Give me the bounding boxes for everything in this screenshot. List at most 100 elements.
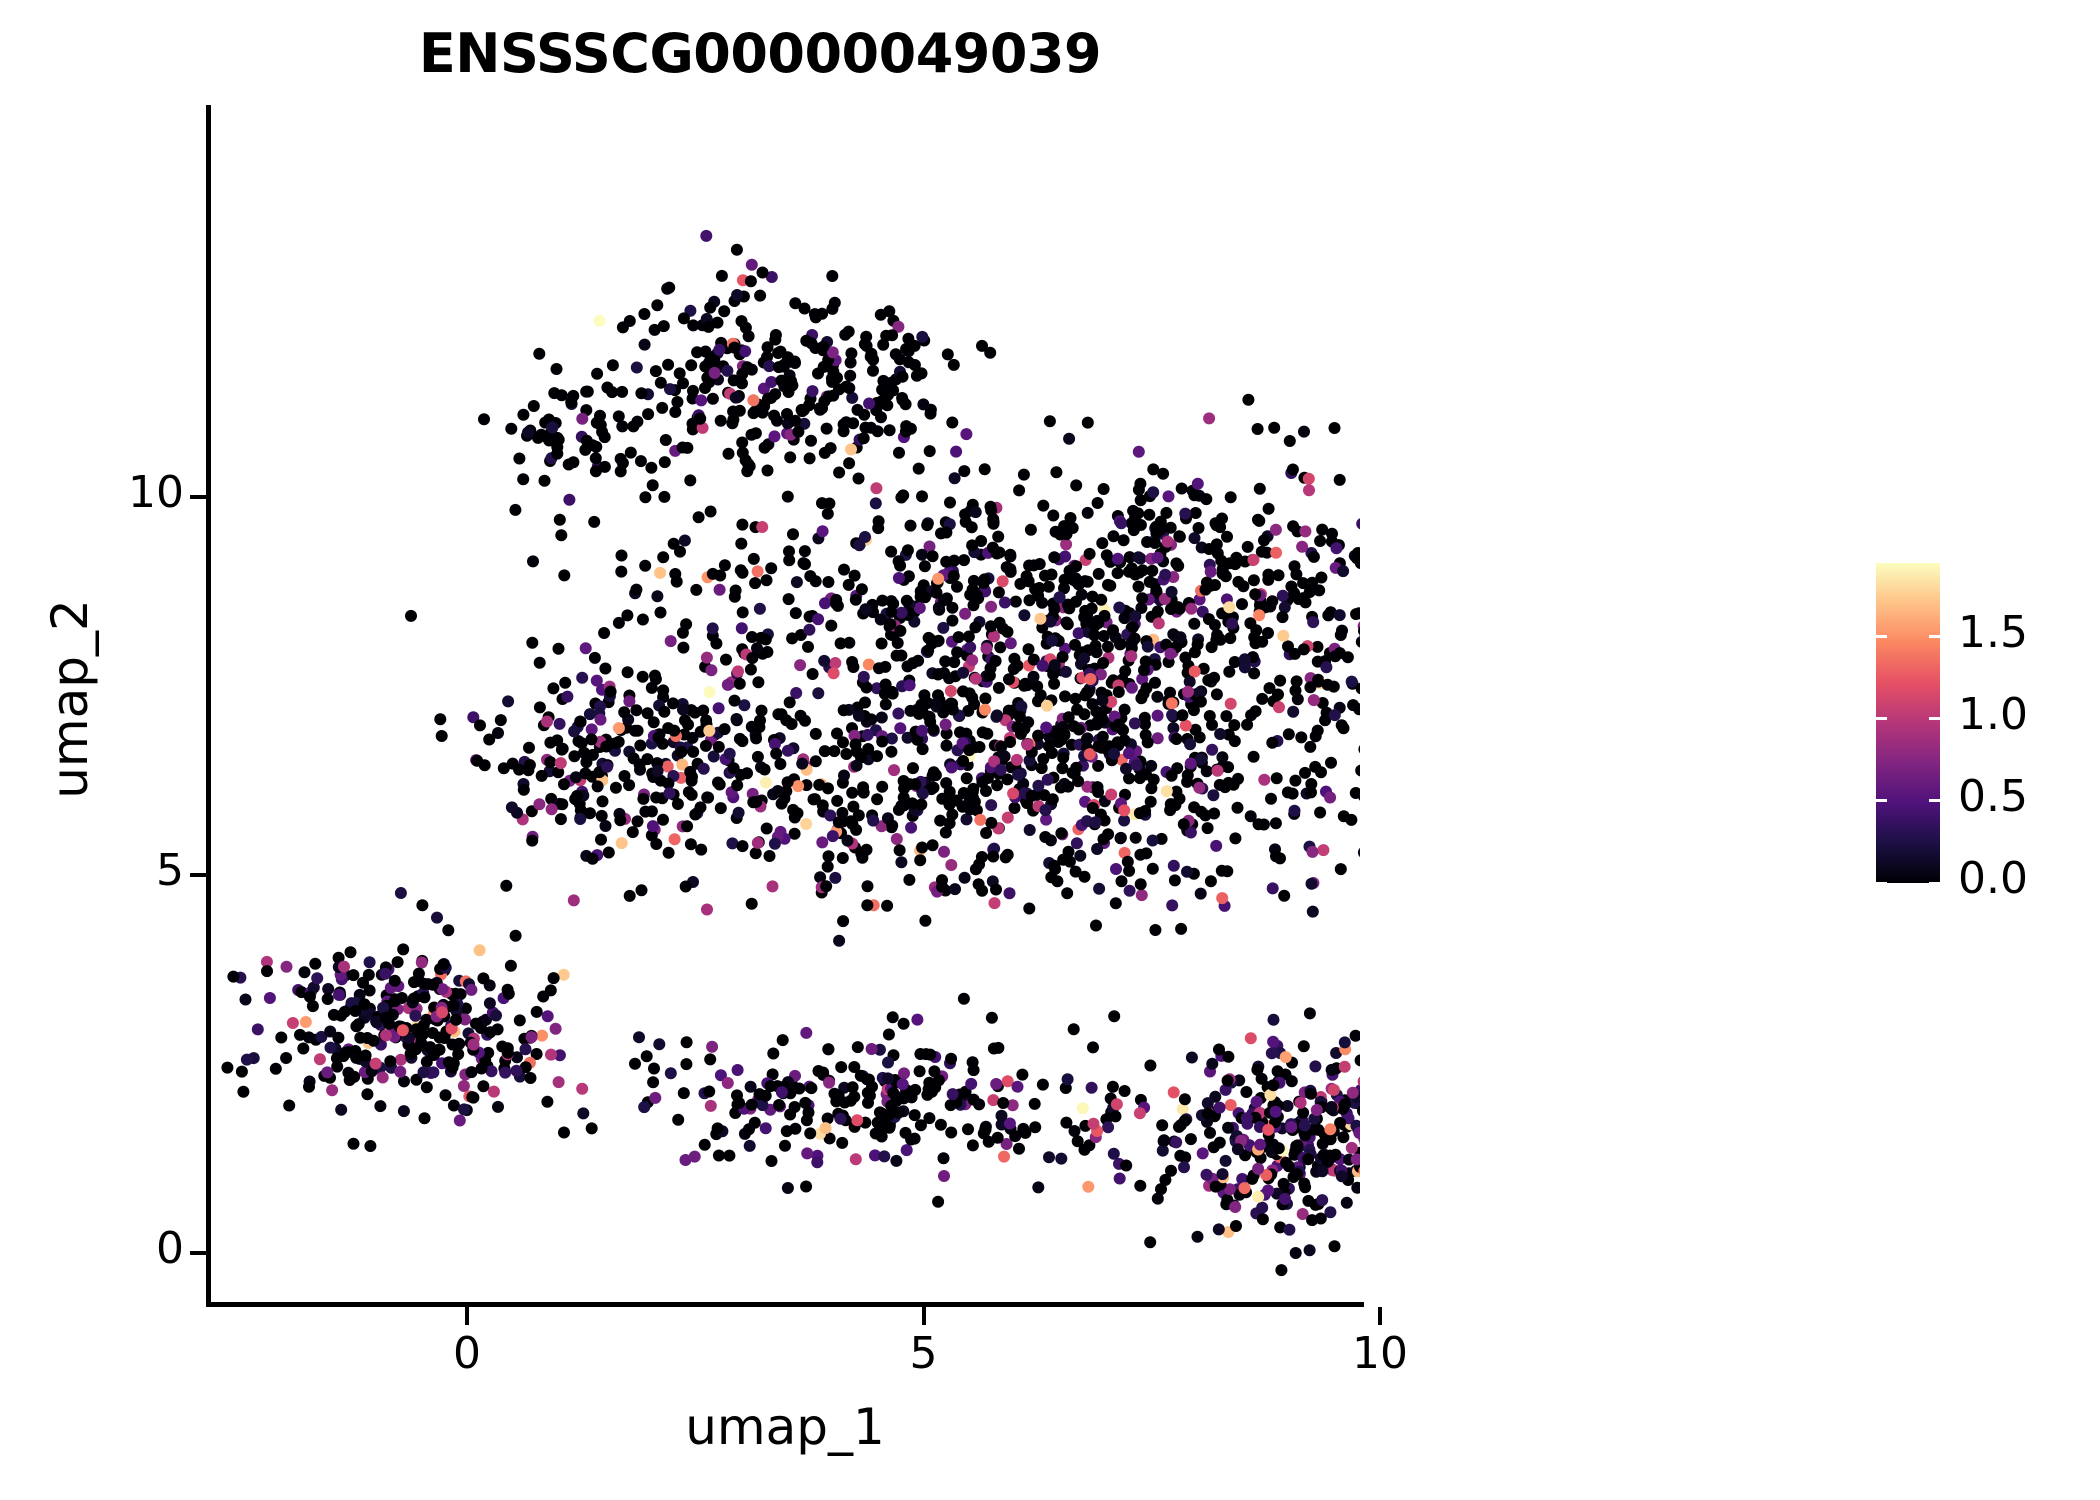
scatter-point [654, 774, 667, 787]
scatter-point [1211, 764, 1224, 777]
scatter-point [679, 1154, 692, 1166]
scatter-point [1105, 788, 1118, 801]
scatter-point [759, 1122, 772, 1135]
scatter-point [706, 392, 719, 405]
scatter-point [1110, 1098, 1123, 1111]
scatter-point [965, 1077, 978, 1090]
scatter-point [551, 447, 564, 460]
scatter-point [654, 566, 667, 579]
scatter-point [922, 644, 935, 657]
scatter-point [950, 445, 963, 458]
scatter-point [1115, 517, 1128, 530]
scatter-point [554, 813, 567, 826]
scatter-point [939, 655, 952, 668]
scatter-point [814, 403, 827, 416]
scatter-point [1102, 1121, 1115, 1134]
scatter-point [1170, 785, 1183, 798]
scatter-point [1090, 919, 1102, 932]
scatter-point [947, 570, 960, 582]
scatter-point [992, 586, 1005, 599]
scatter-point [1351, 1181, 1360, 1194]
scatter-point [1070, 560, 1083, 573]
scatter-point [871, 1116, 884, 1129]
scatter-point [1253, 609, 1266, 622]
scatter-point [960, 727, 973, 740]
scatter-point [1287, 520, 1300, 533]
scatter-point [730, 713, 743, 725]
scatter-point [910, 369, 923, 382]
scatter-point [1125, 636, 1138, 649]
scatter-point [990, 1078, 1003, 1090]
scatter-point [1285, 1075, 1298, 1088]
scatter-point [1149, 676, 1161, 689]
scatter-point [1203, 412, 1216, 425]
scatter-point [251, 1023, 264, 1036]
scatter-point [825, 619, 838, 632]
scatter-point [1269, 1105, 1282, 1118]
scatter-point [948, 554, 961, 567]
scatter-point [1289, 1247, 1302, 1259]
scatter-point [1123, 864, 1136, 877]
scatter-point [1021, 738, 1034, 751]
scatter-point [1307, 694, 1320, 707]
scatter-point [1164, 521, 1177, 534]
scatter-point [1123, 772, 1135, 785]
scatter-point [783, 545, 795, 558]
scatter-point [1152, 617, 1165, 630]
scatter-point [911, 1013, 924, 1026]
scatter-point [604, 685, 617, 698]
scatter-point [842, 325, 855, 338]
scatter-point [672, 1113, 685, 1126]
scatter-point [708, 354, 721, 367]
scatter-point [924, 715, 937, 728]
scatter-point [636, 613, 649, 626]
scatter-point [987, 850, 1000, 863]
scatter-point [1120, 762, 1132, 775]
scatter-point [1061, 618, 1074, 631]
scatter-point [871, 750, 883, 763]
scatter-point [420, 1081, 433, 1094]
scatter-point [684, 765, 697, 778]
scatter-point [1298, 1119, 1311, 1132]
scatter-point [690, 583, 703, 596]
scatter-point [1155, 832, 1168, 845]
scatter-point [654, 376, 667, 389]
scatter-point [735, 537, 748, 550]
scatter-point [1286, 463, 1299, 476]
scatter-plot-area [208, 105, 1360, 1305]
scatter-point [1207, 789, 1220, 802]
scatter-point [944, 496, 956, 509]
scatter-point [1207, 1141, 1220, 1154]
scatter-point [1093, 882, 1106, 895]
scatter-point [726, 837, 739, 850]
scatter-point [1012, 768, 1025, 781]
scatter-point [776, 1034, 789, 1047]
scatter-point [1248, 631, 1261, 644]
scatter-point [555, 389, 568, 402]
scatter-point [1357, 1076, 1360, 1087]
scatter-point [623, 889, 636, 902]
scatter-point [1298, 1177, 1311, 1190]
scatter-point [1303, 484, 1315, 497]
scatter-point [723, 747, 736, 760]
scatter-point [1302, 1194, 1315, 1207]
scatter-point [890, 833, 903, 845]
scatter-point [997, 749, 1010, 762]
scatter-point [760, 776, 772, 789]
scatter-point [641, 707, 654, 720]
scatter-point [895, 606, 908, 619]
scatter-point [790, 687, 803, 699]
scatter-point [867, 814, 880, 827]
scatter-point [595, 809, 608, 822]
scatter-point [671, 396, 684, 408]
scatter-point [1040, 721, 1053, 734]
scatter-point [712, 776, 724, 789]
scatter-point [459, 1002, 472, 1015]
scatter-point [1055, 827, 1068, 840]
scatter-point [1279, 1051, 1292, 1064]
scatter-point [992, 681, 1005, 694]
scatter-point [1193, 781, 1206, 794]
scatter-point [306, 1000, 319, 1013]
scatter-point [830, 597, 843, 610]
scatter-point [1067, 1023, 1080, 1036]
